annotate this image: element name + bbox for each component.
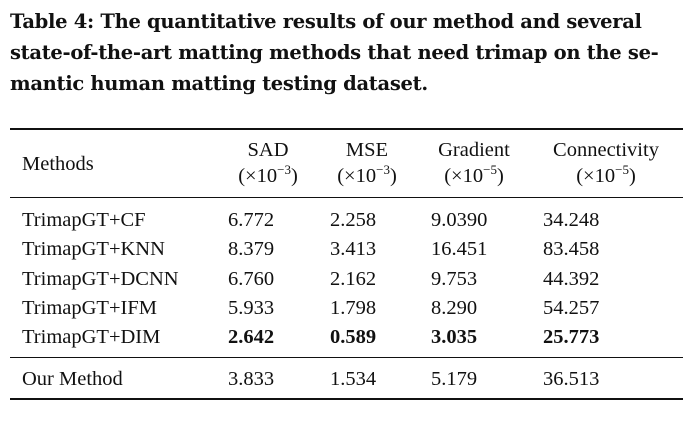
- ours-sad: 3.833: [228, 368, 275, 390]
- row-method: TrimapGT+KNN: [22, 238, 165, 261]
- caption-line-1: Table 4: The quantitative results of our…: [10, 10, 642, 33]
- row-mse: 2.162: [330, 267, 377, 290]
- ours-connectivity: 36.513: [543, 368, 600, 390]
- row-gradient: 9.0390: [431, 209, 488, 231]
- table-top-rule: [10, 128, 683, 130]
- header-mse-unit: (×10−3): [337, 162, 397, 187]
- table-caption: Table 4: The quantitative results of our…: [10, 6, 680, 99]
- row-connectivity: 54.257: [543, 296, 600, 319]
- header-sad: SAD (×10−3): [226, 137, 310, 189]
- header-gradient: Gradient (×10−5): [426, 137, 522, 189]
- header-connectivity: Connectivity (×10−5): [538, 137, 674, 189]
- row-sad: 6.760: [228, 267, 275, 290]
- row-connectivity: 83.458: [543, 238, 600, 261]
- row-mse: 1.798: [330, 296, 377, 319]
- row-method: TrimapGT+CF: [22, 209, 146, 231]
- header-gradient-label: Gradient: [438, 139, 510, 161]
- row-sad: 5.933: [228, 296, 275, 319]
- header-connectivity-unit: (×10−5): [576, 162, 636, 187]
- row-gradient: 3.035: [431, 326, 478, 349]
- row-sad: 6.772: [228, 209, 275, 231]
- header-sad-unit: (×10−3): [238, 162, 298, 187]
- header-mse: MSE (×10−3): [325, 137, 409, 189]
- ours-mse: 1.534: [330, 368, 377, 390]
- header-sad-label: SAD: [247, 139, 289, 161]
- ours-gradient: 5.179: [431, 368, 478, 390]
- header-gradient-unit: (×10−5): [444, 162, 504, 187]
- header-connectivity-label: Connectivity: [553, 139, 659, 161]
- table-bottom-rule: [10, 398, 683, 400]
- row-connectivity: 44.392: [543, 267, 600, 290]
- row-method: TrimapGT+IFM: [22, 296, 157, 319]
- row-mse: 2.258: [330, 209, 377, 231]
- row-gradient: 16.451: [431, 238, 488, 261]
- row-method: TrimapGT+DIM: [22, 326, 161, 349]
- table-header-rule: [10, 197, 683, 198]
- row-sad: 2.642: [228, 326, 275, 349]
- row-gradient: 9.753: [431, 267, 478, 290]
- row-mse: 3.413: [330, 238, 377, 261]
- table-ours-rule: [10, 357, 683, 358]
- row-connectivity: 25.773: [543, 326, 600, 349]
- header-methods: Methods: [22, 153, 94, 175]
- row-method: TrimapGT+DCNN: [22, 267, 179, 290]
- row-gradient: 8.290: [431, 296, 478, 319]
- row-mse: 0.589: [330, 326, 377, 349]
- row-sad: 8.379: [228, 238, 275, 261]
- header-mse-label: MSE: [345, 139, 389, 161]
- caption-line-2: state-of-the-art matting methods that ne…: [10, 41, 659, 64]
- caption-line-3: mantic human matting testing dataset.: [10, 72, 428, 95]
- ours-method: Our Method: [22, 368, 123, 390]
- row-connectivity: 34.248: [543, 209, 600, 231]
